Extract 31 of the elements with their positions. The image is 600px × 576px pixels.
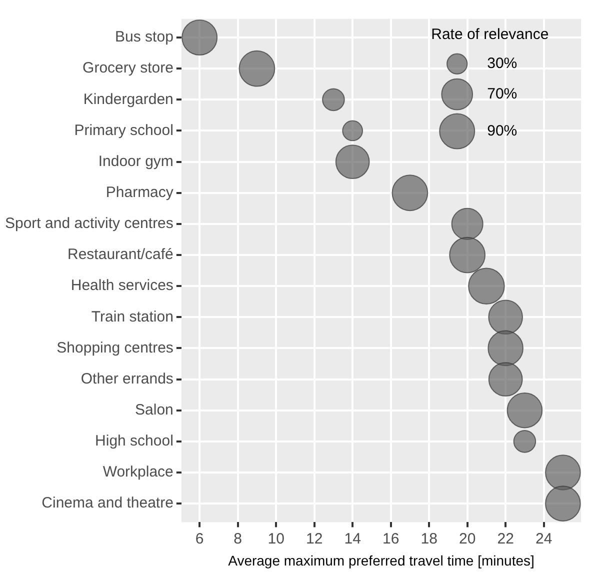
x-tick-label: 10 bbox=[268, 530, 284, 548]
y-tick-label: Sport and activity centres bbox=[4, 215, 174, 232]
x-tick-label: 20 bbox=[458, 530, 476, 548]
x-tick-label: 6 bbox=[195, 530, 204, 548]
legend-label: 30% bbox=[487, 55, 518, 72]
x-tick-label: 16 bbox=[382, 530, 400, 548]
x-tick-label: 18 bbox=[420, 530, 438, 548]
legend-label: 90% bbox=[487, 122, 518, 140]
x-tick-label: 8 bbox=[234, 530, 242, 548]
y-tick-label: Health services bbox=[70, 277, 174, 294]
y-tick-label: High school bbox=[95, 432, 174, 450]
y-tick-label: Workplace bbox=[102, 464, 174, 481]
x-tick-label: 14 bbox=[344, 530, 361, 548]
y-tick-label: Primary school bbox=[74, 122, 174, 139]
x-tick-label: 24 bbox=[535, 530, 552, 548]
y-tick-label: Indoor gym bbox=[98, 152, 174, 170]
y-tick-label: Kindergarden bbox=[83, 90, 174, 108]
y-tick-label: Restaurant/café bbox=[68, 246, 174, 264]
y-tick-label: Other errands bbox=[80, 370, 174, 388]
y-tick-label: Shopping centres bbox=[56, 339, 174, 356]
y-tick-label: Grocery store bbox=[82, 60, 174, 77]
y-tick-label: Salon bbox=[135, 401, 174, 418]
legend-title: Rate of relevance bbox=[431, 26, 549, 44]
y-tick-label: Cinema and theatre bbox=[42, 494, 174, 512]
y-tick-label: Pharmacy bbox=[106, 184, 174, 202]
legend-label: 70% bbox=[487, 85, 518, 102]
x-axis-title: Average maximum preferred travel time [minutes] bbox=[228, 552, 534, 568]
x-tick-label: 12 bbox=[306, 530, 323, 548]
y-tick-label: Train station bbox=[91, 308, 174, 326]
y-tick-label: Bus stop bbox=[115, 28, 174, 46]
x-tick-label: 22 bbox=[497, 530, 514, 548]
